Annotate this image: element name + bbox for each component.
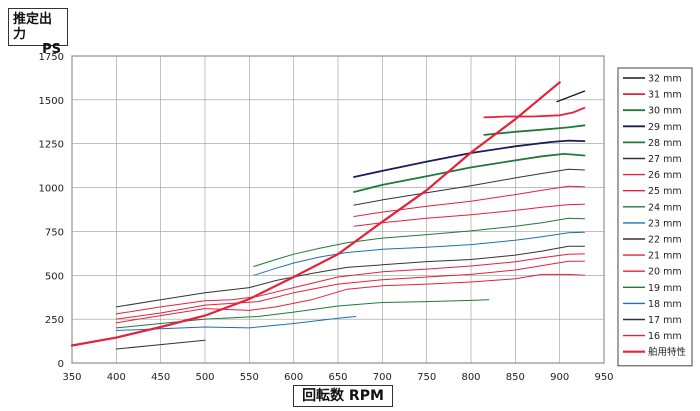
y-tick-label: 1750 (39, 52, 64, 63)
legend-label: 舶用特性 (648, 346, 687, 358)
legend-label: 21 mm (648, 251, 682, 262)
axis-ticks: 350 400 450 500 550 600 650 700 750 800 850 900 950 0… (39, 52, 614, 383)
y-tick-label: 250 (45, 315, 64, 326)
legend-label: 28 mm (648, 138, 682, 149)
y-axis-label-line2: PS (42, 42, 61, 57)
legend-label: 30 mm (648, 106, 682, 117)
series-line-26-mm (353, 185, 585, 217)
legend-label: 22 mm (648, 235, 682, 246)
series-line-29-mm (353, 139, 586, 178)
series-line-23-mm (253, 231, 585, 276)
legend-label: 20 mm (648, 267, 682, 278)
series-lines (70, 81, 586, 350)
legend-label: 17 mm (648, 315, 682, 326)
series-line-20-mm (115, 260, 585, 320)
legend-label: 27 mm (648, 154, 682, 165)
x-tick-label: 750 (417, 372, 436, 383)
y-tick-label: 0 (58, 359, 64, 370)
x-tick-label: 500 (195, 372, 214, 383)
legend-label: 18 mm (648, 299, 682, 310)
series-line-17-mm (115, 339, 206, 350)
series-line-28-mm (353, 152, 586, 193)
x-tick-label: 900 (550, 372, 569, 383)
series-line-18-mm (115, 316, 357, 331)
x-tick-label: 450 (151, 372, 170, 383)
legend-label: 16 mm (648, 331, 682, 342)
series-line-21-mm (115, 253, 585, 315)
legend-label: 31 mm (648, 90, 682, 101)
y-tick-label: 1500 (39, 96, 64, 107)
y-axis-label-line1: 推定出力 (13, 12, 53, 42)
x-tick-label: 550 (240, 372, 259, 383)
y-tick-label: 500 (45, 271, 64, 282)
y-axis-label: 推定出力 PS (8, 8, 68, 57)
legend-label: 24 mm (648, 202, 682, 213)
x-tick-label: 400 (107, 372, 126, 383)
series-line-30-mm (483, 124, 586, 136)
x-tick-label: 950 (594, 372, 613, 383)
series-line-31-mm (483, 106, 586, 119)
x-tick-label: 350 (62, 372, 81, 383)
y-tick-label: 750 (45, 227, 64, 238)
y-tick-label: 1250 (39, 140, 64, 151)
series-line-25-mm (353, 203, 585, 227)
legend-label: 26 mm (648, 170, 682, 181)
x-tick-label: 850 (506, 372, 525, 383)
legend: 32 mm 31 mm 30 mm 29 mm 28 mm 27 mm 26 mm 25 mm… (617, 67, 693, 367)
legend-label: 29 mm (648, 122, 682, 133)
y-tick-label: 1000 (39, 184, 64, 195)
legend-label: 25 mm (648, 186, 682, 197)
x-tick-label: 600 (284, 372, 303, 383)
series-line-16-mm (115, 273, 585, 324)
legend-label: 32 mm (648, 74, 682, 85)
legend-label: 23 mm (648, 218, 682, 229)
series-line-舶用特性 (70, 81, 561, 347)
grid-lines (71, 55, 605, 364)
series-line-22-mm (115, 245, 585, 308)
x-axis-label: 回転数 RPM (293, 385, 393, 407)
x-tick-label: 700 (373, 372, 392, 383)
legend-box (617, 67, 693, 367)
legend-label: 19 mm (648, 283, 682, 294)
x-tick-label: 800 (461, 372, 480, 383)
series-line-27-mm (353, 168, 585, 206)
series-line-24-mm (253, 217, 585, 267)
x-tick-label: 650 (328, 372, 347, 383)
series-line-32-mm (556, 90, 586, 103)
